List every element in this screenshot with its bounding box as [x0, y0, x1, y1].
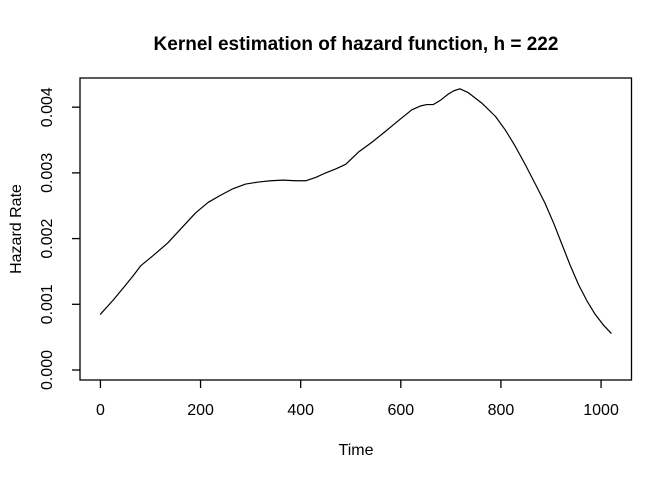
y-axis-label: Hazard Rate	[8, 184, 25, 274]
y-tick-label: 0.004	[39, 87, 56, 127]
hazard-curve	[99, 88, 612, 334]
y-tick-label: 0.003	[39, 153, 56, 193]
chart-title: Kernel estimation of hazard function, h …	[154, 34, 559, 55]
x-tick-label: 600	[387, 402, 414, 419]
y-tick-label: 0.002	[39, 218, 56, 258]
y-axis-ticks: 0.000 0.001 0.002 0.003 0.004	[39, 87, 80, 390]
x-axis-label: Time	[339, 442, 374, 459]
y-tick-label: 0.001	[39, 284, 56, 324]
x-tick-label: 200	[187, 402, 214, 419]
x-tick-label: 800	[488, 402, 515, 419]
x-tick-label: 0	[96, 402, 105, 419]
x-tick-label: 1000	[583, 402, 619, 419]
x-tick-label: 400	[287, 402, 314, 419]
x-axis-ticks: 0 200 400 600 800 1000	[96, 380, 619, 419]
plot-border	[79, 77, 633, 381]
y-tick-label: 0.000	[39, 350, 56, 390]
